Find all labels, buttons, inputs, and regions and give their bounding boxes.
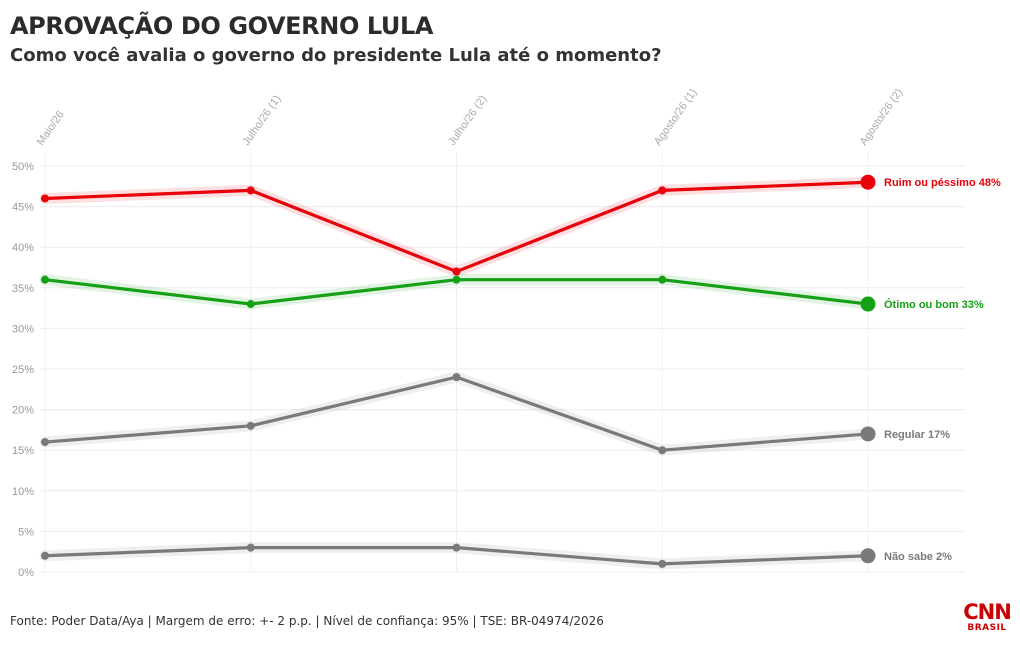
y-tick-label: 50% xyxy=(12,161,34,173)
data-point xyxy=(658,275,667,284)
data-point xyxy=(246,186,255,195)
data-point xyxy=(452,267,461,276)
y-tick-label: 10% xyxy=(12,486,34,498)
data-point xyxy=(246,421,255,430)
source-footer: Fonte: Poder Data/Aya | Margem de erro: … xyxy=(10,614,604,628)
series-end-marker xyxy=(860,426,876,442)
data-point xyxy=(452,373,461,382)
data-point xyxy=(246,543,255,552)
series-end-label: Ruim ou péssimo 48% xyxy=(884,177,1001,189)
y-tick-label: 35% xyxy=(12,283,34,295)
data-point xyxy=(452,543,461,552)
data-point xyxy=(41,551,49,560)
y-tick-label: 25% xyxy=(12,364,34,376)
data-point xyxy=(246,300,255,309)
logo-main-text: CNN xyxy=(963,600,1012,624)
chart-subtitle: Como você avalia o governo do presidente… xyxy=(10,45,662,66)
series-end-label: Não sabe 2% xyxy=(884,551,952,563)
x-tick-label: Maio/26 xyxy=(35,109,67,148)
data-point xyxy=(658,559,667,568)
data-point xyxy=(452,275,461,284)
series-end-marker xyxy=(860,296,876,312)
data-point xyxy=(41,438,49,447)
x-tick-label: Agosto/26 (2) xyxy=(858,87,906,148)
y-tick-label: 15% xyxy=(12,445,34,457)
series-end-label: Ótimo ou bom 33% xyxy=(884,298,984,311)
y-tick-label: 40% xyxy=(12,242,34,254)
data-point xyxy=(658,446,667,455)
x-tick-label: Agosto/26 (1) xyxy=(652,87,700,148)
line-chart: 0% 5% 10% 15% 20% 25% 30% 35% 40% 45% 50% Maio/26 Ju… xyxy=(12,87,1001,579)
cnn-brasil-logo: CNN BRASIL xyxy=(962,601,1012,634)
data-point xyxy=(41,194,49,203)
series-end-marker xyxy=(860,174,876,190)
x-tick-label: Julho/26 (2) xyxy=(446,93,489,147)
series-end-label: Regular 17% xyxy=(884,429,950,441)
data-point xyxy=(658,186,667,195)
y-tick-label: 0% xyxy=(18,567,34,579)
y-tick-label: 45% xyxy=(12,202,34,214)
chart-title: APROVAÇÃO DO GOVERNO LULA xyxy=(10,12,434,40)
y-tick-label: 30% xyxy=(12,323,34,335)
y-tick-label: 5% xyxy=(18,526,34,538)
data-point xyxy=(41,275,49,284)
y-tick-label: 20% xyxy=(12,405,34,417)
logo-sub-text: BRASIL xyxy=(967,623,1007,633)
x-tick-label: Julho/26 (1) xyxy=(240,93,283,147)
series-end-marker xyxy=(860,548,876,564)
